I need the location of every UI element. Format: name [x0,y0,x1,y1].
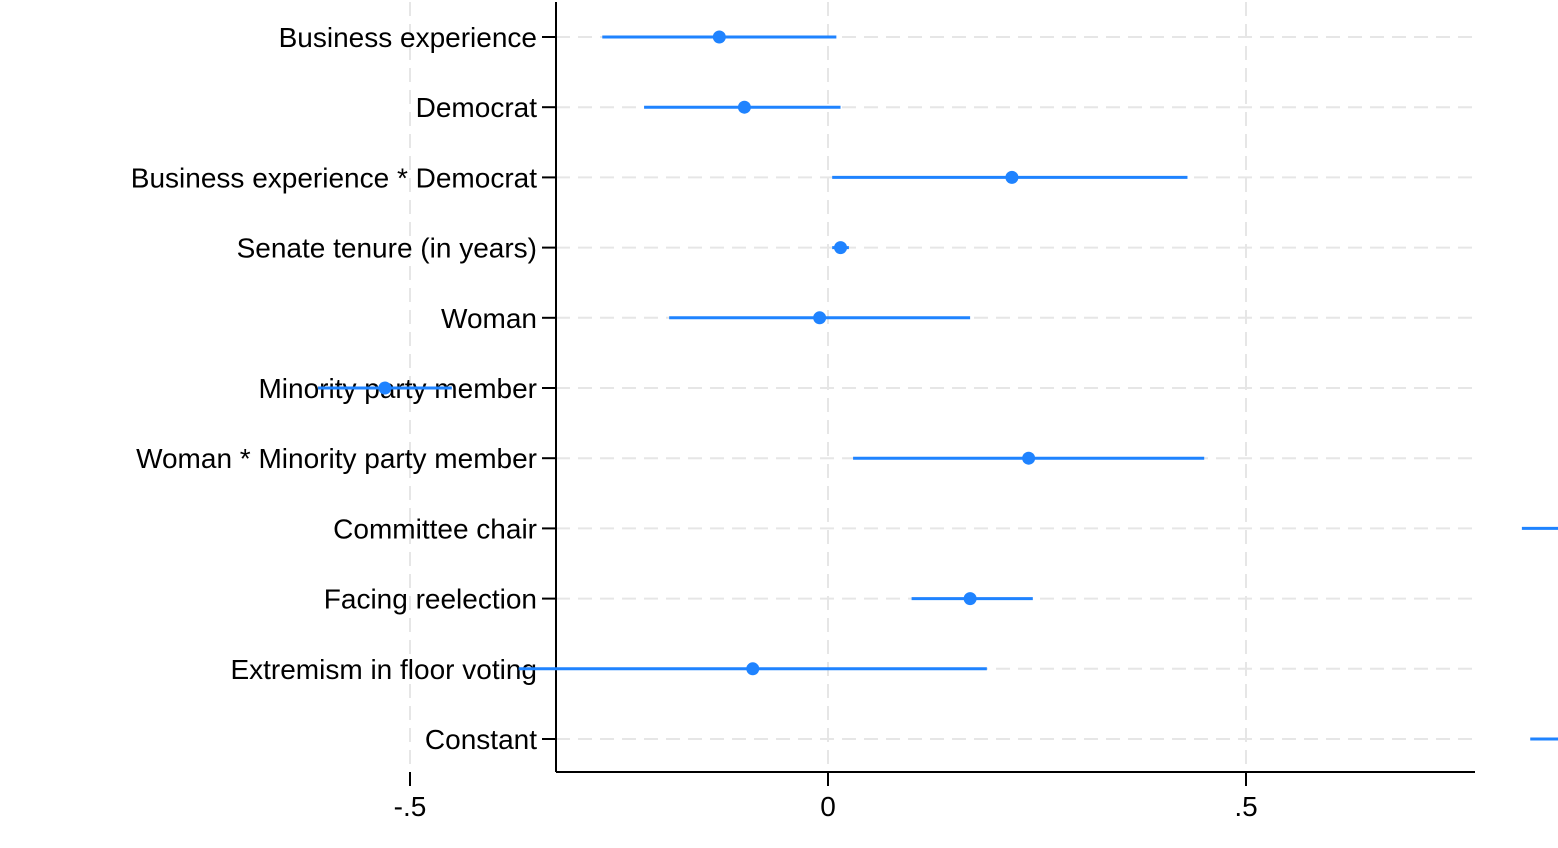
horizontal-gridlines [556,36,1475,740]
y-tick-label: Facing reelection [324,584,537,615]
y-tick-label: Extremism in floor voting [230,654,537,685]
x-tick-label: 0 [820,791,836,822]
x-axis: -.50.511.5 [394,772,1258,822]
y-tick-label: Constant [425,724,537,755]
point-estimate [813,311,827,325]
x-tick-label: .5 [1234,791,1257,822]
point-estimate [963,592,977,606]
point-estimate [746,662,760,676]
point-estimate [834,241,848,255]
y-tick-label: Woman * Minority party member [136,443,537,474]
x-tick-label: -.5 [394,791,427,822]
y-axis: Business experience Democrat Business expe… [131,22,556,755]
coefficient-marks [318,30,1558,741]
point-estimate [712,30,726,44]
y-tick-label: Business experience * Democrat [131,162,537,193]
y-tick-label: Woman [441,303,537,334]
point-estimate [378,381,392,395]
y-tick-label: Business experience [279,22,537,53]
point-estimate [1022,451,1036,465]
point-estimate [737,100,751,114]
y-tick-label: Senate tenure (in years) [237,233,537,264]
y-tick-label: Democrat [416,92,538,123]
point-estimate [1005,170,1019,184]
y-tick-label: Committee chair [333,513,537,544]
